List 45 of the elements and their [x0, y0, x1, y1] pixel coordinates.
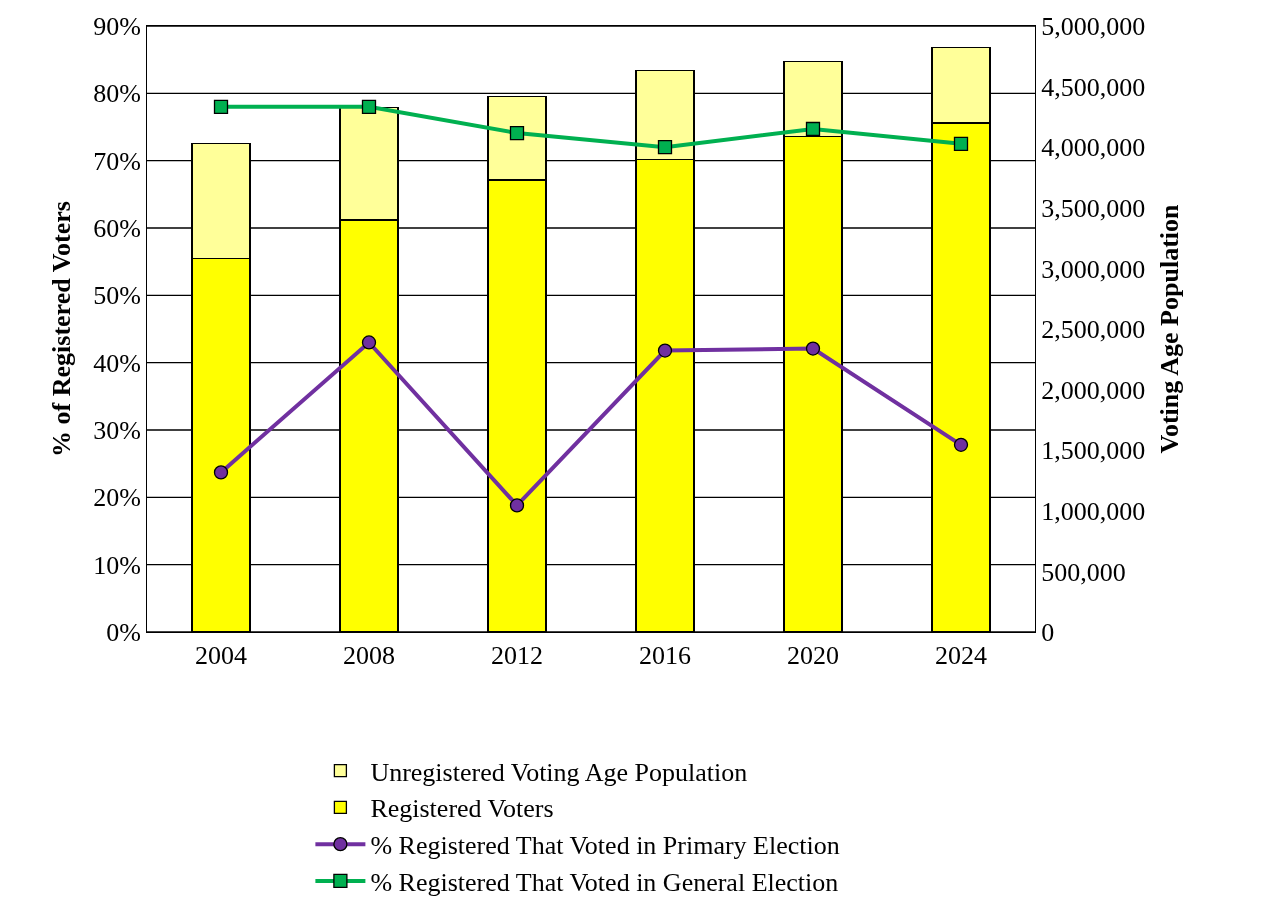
y-tick-label: 90% [93, 12, 141, 42]
point [509, 498, 525, 513]
y2-tick-label: 1,000,000 [1041, 496, 1146, 526]
point [953, 437, 969, 452]
y-axis-title: % of Registered Voters [46, 201, 76, 457]
legend-label: % Registered That Voted in General Election [370, 868, 839, 898]
point [657, 343, 673, 358]
point [361, 335, 377, 350]
y2-tick-label: 3,500,000 [1041, 193, 1146, 223]
point [657, 140, 673, 155]
y2-tick-label: 5,000,000 [1041, 12, 1146, 42]
x-tick-label: 2004 [195, 641, 247, 671]
y2-tick-label: 4,500,000 [1041, 72, 1146, 102]
y-tick-label: 70% [93, 146, 141, 176]
point [953, 136, 969, 151]
x-tick-label: 2008 [343, 641, 395, 671]
y2-tick-label: 3,000,000 [1041, 254, 1146, 284]
legend-label: Unregistered Voting Age Population [370, 757, 748, 787]
y-tick-label: 60% [93, 214, 141, 244]
y2-tick-label: 2,000,000 [1041, 375, 1146, 405]
y-tick-label: 20% [93, 483, 141, 513]
y2-tick-label: 4,000,000 [1041, 133, 1146, 163]
y-tick-label: 10% [93, 550, 141, 580]
x-tick-label: 2012 [491, 641, 543, 671]
y2-axis-title: Voting Age Population [1154, 203, 1184, 454]
point [213, 99, 229, 114]
y2-tick-label: 2,500,000 [1041, 315, 1146, 345]
y-tick-label: 50% [93, 281, 141, 311]
y-tick-label: 0% [106, 618, 141, 648]
x-tick-label: 2024 [935, 641, 987, 671]
legend-label: Registered Voters [370, 794, 554, 824]
y2-tick-label: 500,000 [1041, 557, 1126, 587]
x-tick-label: 2020 [787, 641, 839, 671]
y-tick-label: 80% [93, 79, 141, 109]
legend-label: % Registered That Voted in Primary Election [370, 831, 840, 861]
point [805, 341, 821, 356]
y2-tick-label: 0 [1041, 618, 1055, 648]
y-tick-label: 40% [93, 348, 141, 378]
y2-tick-label: 1,500,000 [1041, 436, 1146, 466]
x-tick-label: 2016 [639, 641, 691, 671]
point [509, 125, 525, 141]
point [213, 465, 229, 480]
y-tick-label: 30% [93, 416, 141, 446]
point [805, 121, 821, 137]
point [361, 99, 377, 114]
